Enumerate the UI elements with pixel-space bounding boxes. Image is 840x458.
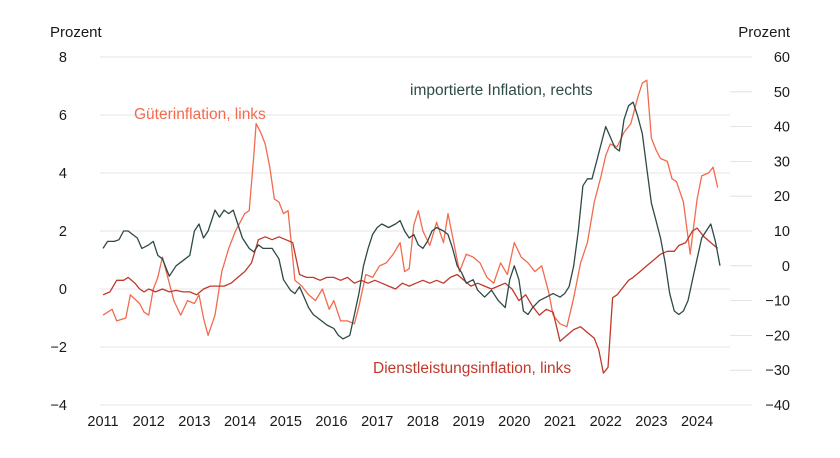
right-axis-title: Prozent (738, 24, 791, 41)
series-line-services (102, 227, 719, 374)
right-tick-label: 20 (774, 189, 790, 205)
right-tick-label: −20 (765, 328, 790, 344)
left-axis-title: Prozent (50, 24, 103, 41)
x-tick-label: 2015 (270, 414, 302, 430)
x-tick-label: 2024 (681, 414, 713, 430)
x-tick-label: 2014 (224, 414, 256, 430)
series-labels: Güterinflation, links importierte Inflat… (134, 82, 593, 377)
x-tick-label: 2018 (407, 414, 439, 430)
right-tick-label: −40 (765, 398, 790, 414)
x-tick-label: 2013 (178, 414, 210, 430)
label-imported-series: importierte Inflation, rechts (410, 82, 593, 99)
x-tick-label: 2011 (87, 414, 118, 430)
left-tick-label: 8 (59, 50, 67, 66)
x-tick-label: 2017 (361, 414, 393, 430)
series-lines (102, 79, 721, 374)
axes: Prozent Prozent 86420−2−46050403020100−1… (50, 24, 791, 430)
gridlines (100, 56, 752, 406)
left-tick-label: 2 (59, 224, 67, 240)
left-tick-label: −4 (50, 398, 67, 414)
left-tick-label: −2 (50, 340, 67, 356)
series-line-imported (102, 101, 721, 340)
left-tick-label: 4 (59, 166, 67, 182)
right-tick-label: −10 (765, 294, 790, 310)
label-goods-series: Güterinflation, links (134, 106, 266, 123)
x-tick-label: 2012 (133, 414, 165, 430)
x-tick-label: 2022 (590, 414, 622, 430)
x-tick-label: 2020 (498, 414, 530, 430)
right-tick-label: 10 (774, 224, 790, 240)
right-tick-label: 50 (774, 85, 790, 101)
x-tick-label: 2023 (635, 414, 667, 430)
right-tick-label: 60 (774, 50, 790, 66)
x-tick-label: 2019 (452, 414, 484, 430)
x-tick-label: 2016 (315, 414, 347, 430)
x-tick-label: 2021 (544, 414, 576, 430)
left-tick-label: 0 (59, 282, 67, 298)
right-tick-label: −30 (765, 363, 790, 379)
label-services-series: Dienstleistungsinflation, links (373, 360, 571, 377)
right-tick-label: 0 (782, 259, 790, 275)
right-tick-label: 40 (774, 120, 790, 136)
left-tick-label: 6 (59, 108, 67, 124)
right-tick-label: 30 (774, 154, 790, 170)
